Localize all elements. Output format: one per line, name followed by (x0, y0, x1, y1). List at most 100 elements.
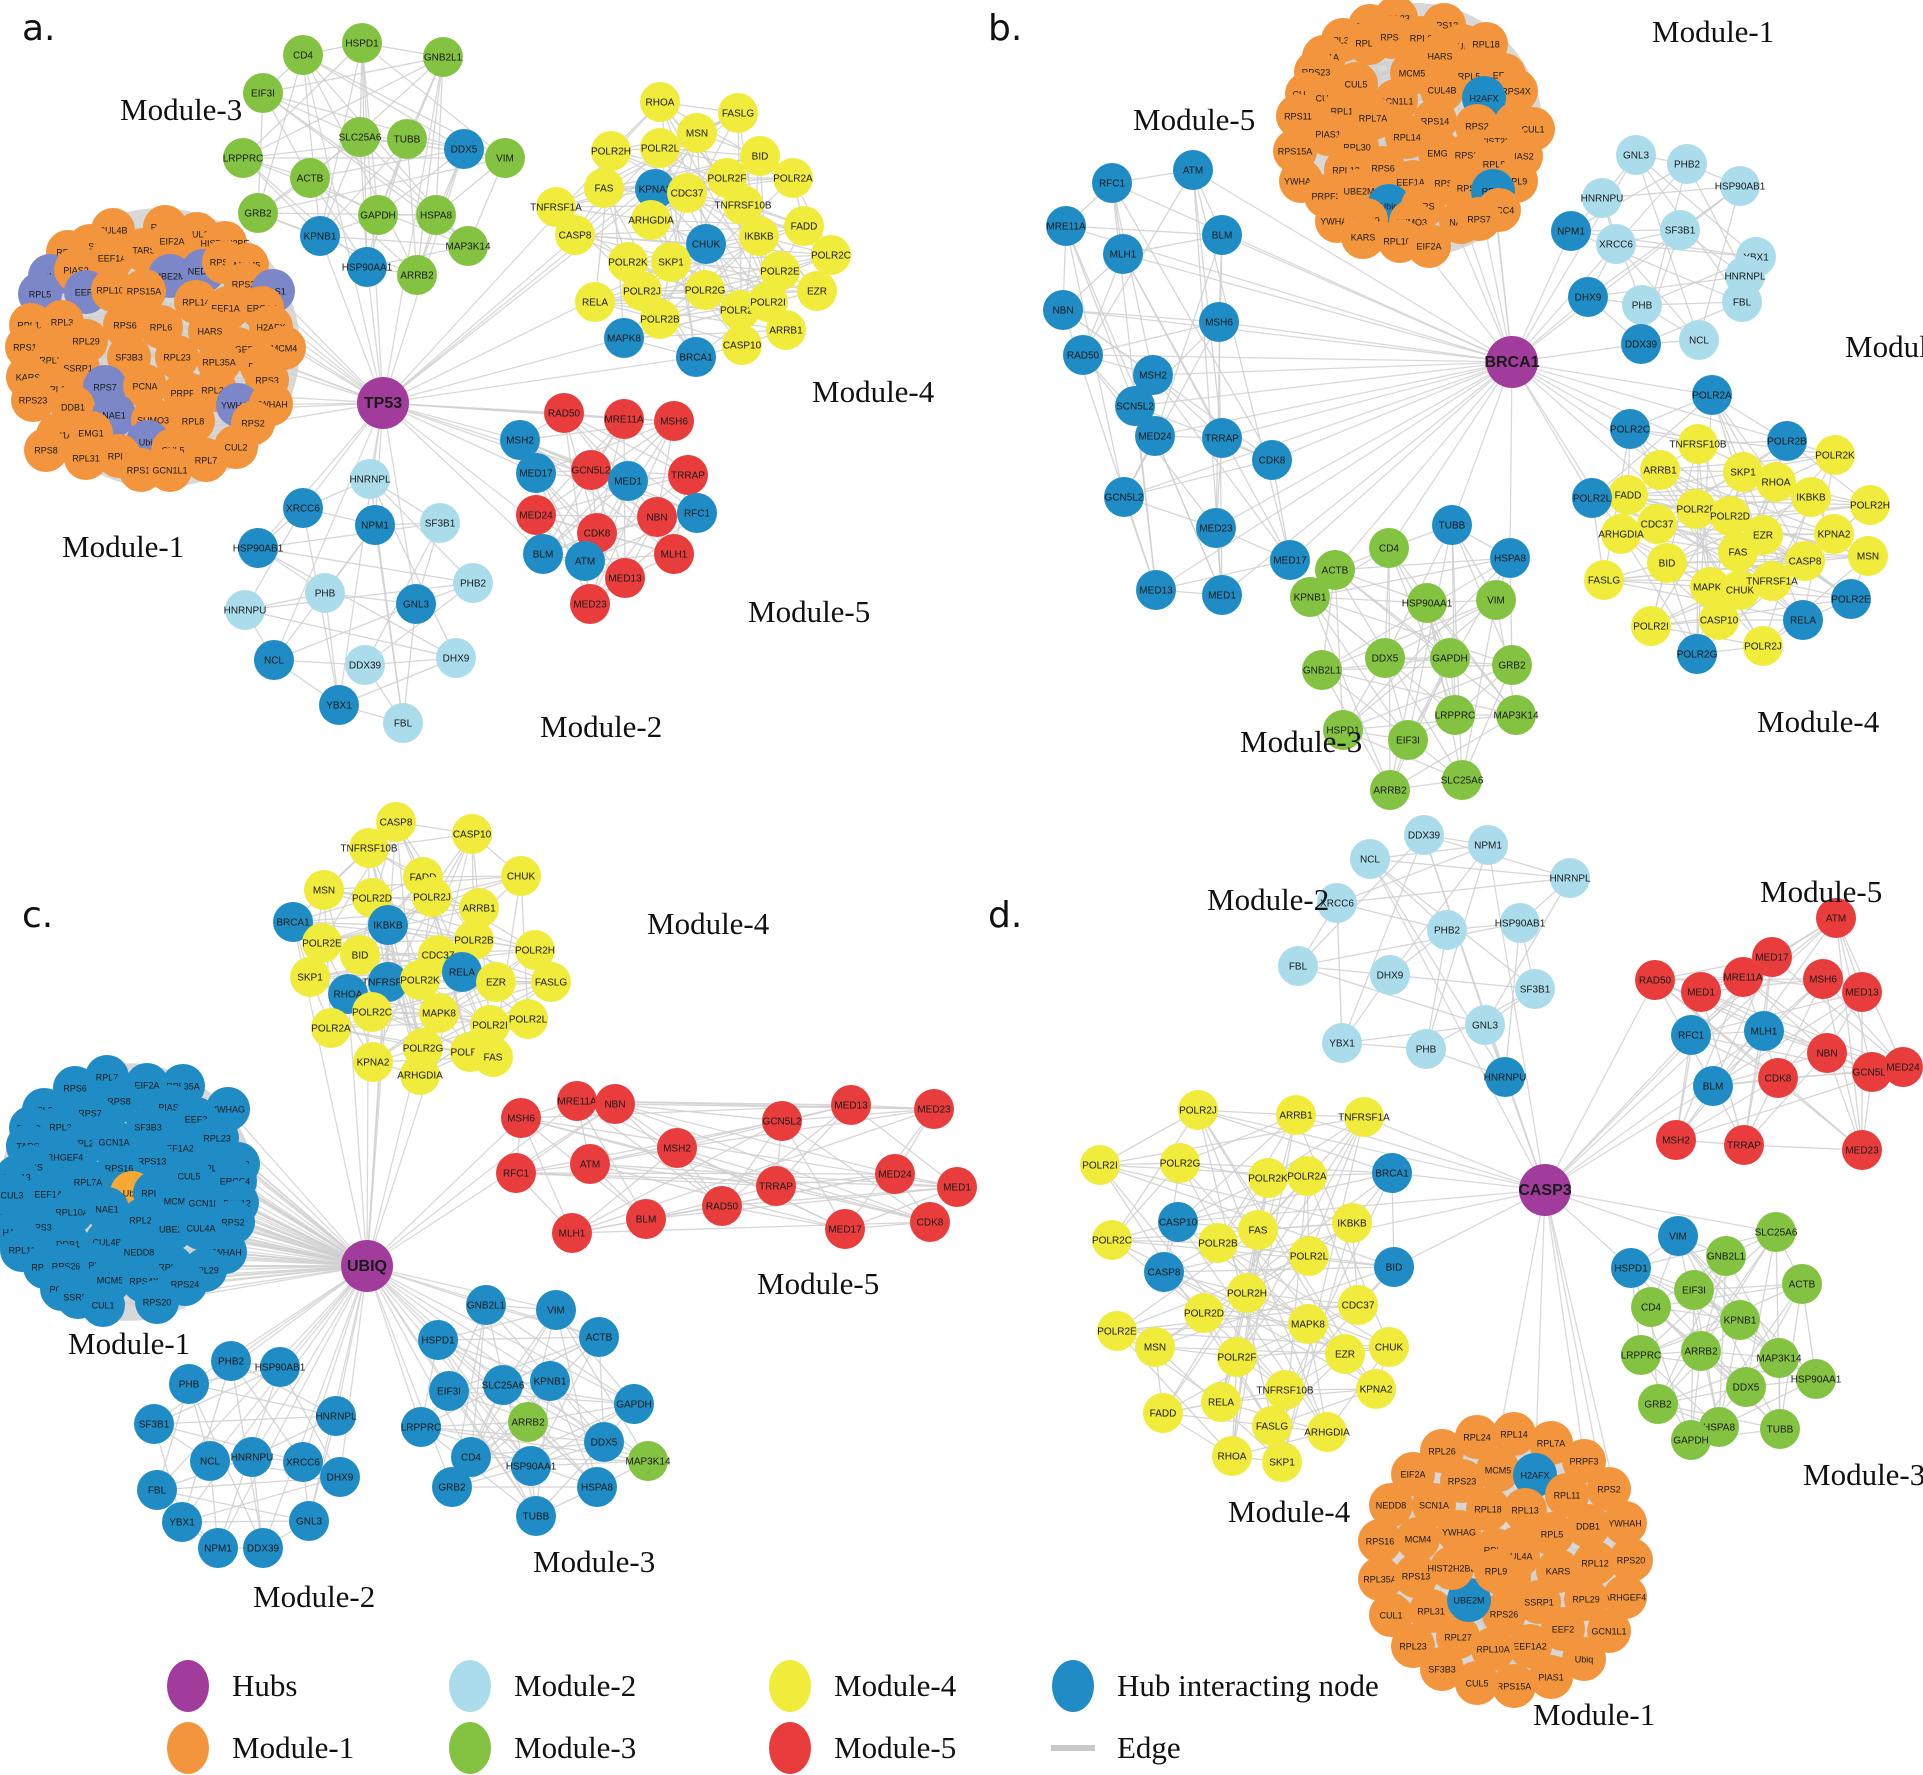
gene-node: CDK8 (910, 1202, 950, 1242)
gene-label: CUL2 (1450, 42, 1473, 52)
gene-label: VIM (1487, 596, 1505, 607)
gene-label: RPL6 (82, 1261, 105, 1271)
gene-label: TRRAP (759, 1182, 793, 1193)
gene-node: POLR2L (640, 128, 680, 168)
gene-label: HSPA8 (420, 211, 452, 222)
gene-node: FADD (1143, 1393, 1183, 1433)
edge (1308, 1116, 1365, 1257)
gene-node: NBN (637, 497, 677, 537)
hub-node-tp53: TP53 (357, 377, 409, 429)
gene-node: GNL3 (396, 584, 436, 624)
legend-swatch (167, 1722, 209, 1774)
gene-label: FBL (1289, 962, 1308, 973)
module-label: Module-1 (62, 529, 184, 564)
gene-label: LRPPRC (401, 1423, 442, 1434)
edge (589, 1104, 852, 1165)
edge (437, 1336, 600, 1341)
edge (1321, 664, 1513, 671)
gene-label: FAS (484, 1053, 503, 1064)
edge (242, 56, 444, 159)
gene-label: FAS (1729, 548, 1748, 559)
gene-node: GAPDH (1671, 1420, 1711, 1460)
gene-label: PHB2 (218, 1357, 245, 1368)
gene-label: MAPK8 (1291, 1320, 1325, 1331)
edge (1123, 321, 1220, 498)
gene-label: SF3B3 (115, 353, 143, 363)
legend-swatch (449, 1660, 491, 1712)
gene-node: RPS23 (11, 378, 55, 422)
hub-edge (1544, 1034, 1692, 1191)
gene-label: RPS6 (113, 321, 137, 331)
edge (1342, 664, 1513, 731)
gene-label: POLR2E (1831, 595, 1871, 606)
gene-node: MSN (677, 113, 717, 153)
gene-label: CUL4B (98, 226, 127, 236)
gene-label: NAE1 (95, 1205, 119, 1215)
gene-node: ARRB1 (766, 310, 806, 350)
gene-node: DHX9 (1568, 277, 1608, 317)
gene-label: CDK8 (917, 1218, 944, 1229)
edge (1650, 598, 1852, 627)
gene-label: PHB2 (1674, 160, 1701, 171)
gene-label: MAP3K14 (1493, 711, 1538, 722)
gene-node: HSP90AB1 (1715, 166, 1766, 206)
gene-node: RPL7 (184, 438, 228, 482)
edge (1745, 1231, 1777, 1388)
gene-node: POLR2E (760, 251, 800, 291)
gene-label: POLR2I (472, 1021, 508, 1032)
gene-label: MAP3K14 (1756, 1354, 1801, 1365)
gene-label: RPL29 (72, 337, 100, 347)
gene-label: YWHAG (211, 1105, 245, 1115)
gene-node: MSH6 (654, 401, 694, 441)
gene-node: RAD50 (1635, 960, 1675, 1000)
gene-label: RPL23 (163, 353, 191, 363)
gene-label: RPS26 (52, 1262, 81, 1272)
gene-label: ARHGEF4 (41, 1153, 84, 1163)
edge (676, 1147, 931, 1223)
gene-node: GNL3 (1465, 1005, 1505, 1045)
gene-label: ARHGDIA (397, 1071, 443, 1082)
gene-label: PIAS1 (158, 1103, 184, 1113)
edge (1341, 834, 1425, 1044)
edge (1334, 569, 1344, 731)
gene-label: HARS (197, 327, 222, 337)
gene-label: MSH6 (507, 1114, 535, 1125)
gene-node: TRRAP (756, 1166, 796, 1206)
gene-node: HSPA8 (1490, 538, 1530, 578)
hub-edge (1221, 234, 1513, 363)
edge (1306, 1175, 1359, 1306)
gene-label: EIF3I (1682, 1286, 1706, 1297)
edge (257, 547, 474, 584)
gene-label: RPL26 (201, 386, 229, 396)
edge (1389, 602, 1428, 791)
gene-node: POLR2K (1248, 1158, 1288, 1198)
edge (1630, 1231, 1777, 1269)
gene-node: KPNA2 (353, 1042, 393, 1082)
gene-node: CDC37 (1637, 504, 1677, 544)
edge (530, 1336, 600, 1467)
gene-label: ATM (1183, 166, 1203, 177)
gene-node: CDK8 (1252, 440, 1292, 480)
gene-label: RPL13 (1511, 1506, 1539, 1516)
gene-label: ACTB (586, 1333, 613, 1344)
gene-label: DDX39 (247, 1544, 280, 1555)
gene-label: YWHAG (1284, 177, 1318, 187)
legend-swatch (1052, 1660, 1094, 1712)
gene-label: EZR (1335, 1350, 1355, 1361)
gene-label: RELA (582, 298, 608, 309)
gene-label: SF3B1 (425, 519, 456, 530)
gene-label: PIAS2 (1508, 152, 1534, 162)
hub-edge (237, 1163, 368, 1267)
gene-node: BLM (1693, 1066, 1733, 1106)
edge (1686, 163, 1746, 277)
gene-node: NEDD8 (1369, 1483, 1413, 1527)
gene-label: TNFRSF1A (1338, 1113, 1390, 1124)
gene-node: MRE11A (1046, 206, 1086, 246)
gene-label: KPNB1 (1724, 1316, 1757, 1327)
gene-label: FAS (595, 184, 614, 195)
gene-node: SKP1 (290, 957, 330, 997)
gene-label: EIF2A (134, 1081, 159, 1091)
hub-edge (1152, 361, 1513, 376)
gene-node: CASP8 (555, 215, 595, 255)
gene-label: POLR2L (509, 1015, 548, 1026)
